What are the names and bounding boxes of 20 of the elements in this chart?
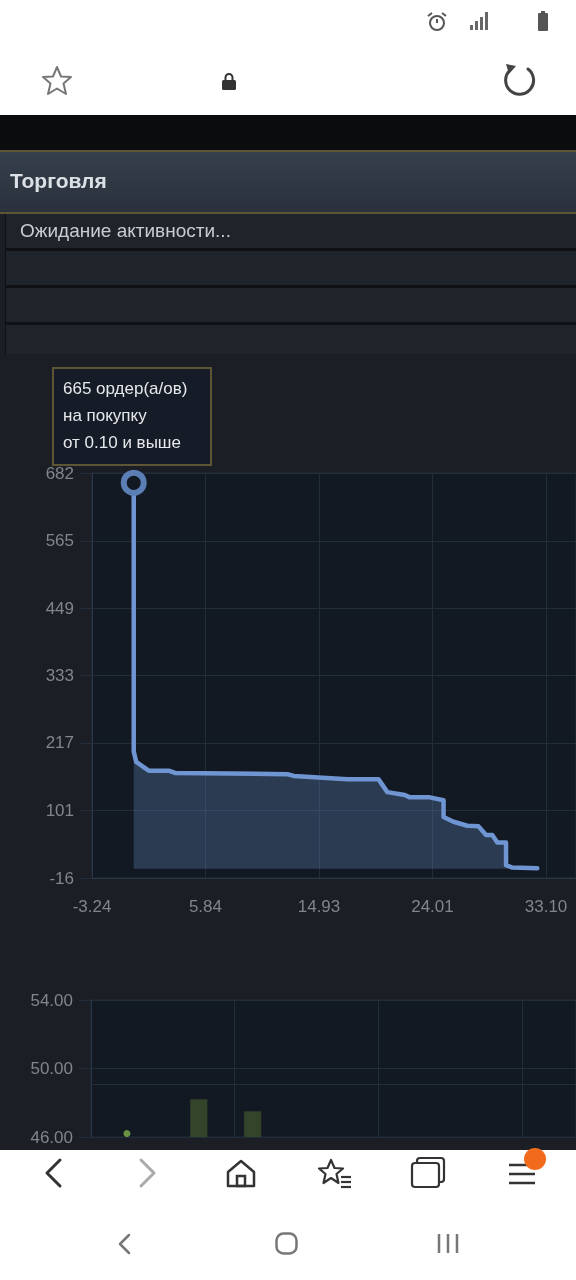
x-tick-label: 24.01 bbox=[411, 897, 454, 916]
x-tick-label: 14.93 bbox=[297, 897, 341, 916]
y-tick-label: 46.00 bbox=[30, 1127, 73, 1147]
y-tick-label: 50.00 bbox=[30, 1059, 73, 1078]
y-tick-label: 449 bbox=[45, 598, 74, 618]
y-tick-label: 565 bbox=[45, 531, 74, 551]
y-tick-label: 217 bbox=[45, 733, 74, 753]
header-bar: Торговля bbox=[0, 150, 576, 214]
y-tick-label: 682 bbox=[45, 463, 74, 483]
y-tick-label: 54.00 bbox=[30, 990, 73, 1010]
x-tick-label: 33.10 bbox=[524, 897, 568, 916]
chart-subtitle: Ожидание активности... bbox=[20, 220, 231, 242]
chart-title: Торговля bbox=[10, 169, 107, 193]
x-tick-label: 5.84 bbox=[188, 897, 222, 916]
y-tick-label: 101 bbox=[45, 800, 74, 820]
y-tick-label: 333 bbox=[45, 666, 74, 685]
annotation: 665 ордер(а/ов) на покупку от 0.10 и выше bbox=[63, 379, 188, 452]
x-tick-label: -3.24 bbox=[72, 897, 112, 916]
y-tick-label: -16 bbox=[49, 868, 74, 888]
list-row: Ожидание активности... bbox=[6, 214, 576, 248]
